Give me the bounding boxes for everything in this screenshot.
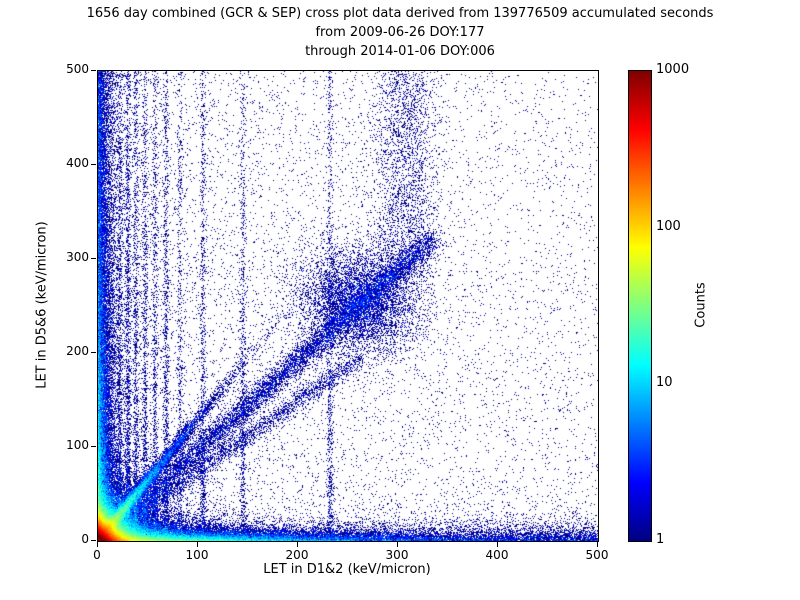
x-tick-label: 500 (585, 548, 609, 562)
x-tick-mark (197, 542, 198, 547)
x-tick-label: 0 (93, 548, 101, 562)
y-tick-mark (91, 70, 96, 71)
scatter-canvas (98, 71, 598, 541)
colorbar-tick-label: 1000 (656, 62, 690, 77)
x-tick-mark (497, 542, 498, 547)
title-line-2: from 2009-06-26 DOY:177 (315, 25, 485, 40)
chart-title: 1656 day combined (GCR & SEP) cross plot… (0, 4, 800, 61)
x-tick-label: 400 (485, 548, 509, 562)
x-tick-mark (597, 542, 598, 547)
x-tick-label: 100 (185, 548, 209, 562)
y-tick-mark (91, 540, 96, 541)
colorbar-tick-label: 10 (656, 375, 673, 391)
y-tick-mark (91, 352, 96, 353)
y-tick-mark (91, 164, 96, 165)
x-tick-label: 300 (385, 548, 409, 562)
colorbar-tick-label: 100 (656, 218, 681, 234)
y-tick-label: 300 (66, 250, 89, 264)
x-tick-mark (297, 542, 298, 547)
y-axis-label: LET in D5&6 (keV/micron) (34, 221, 50, 389)
y-tick-label: 400 (66, 156, 89, 170)
title-line-3: through 2014-01-06 DOY:006 (305, 44, 495, 59)
y-tick-mark (91, 258, 96, 259)
y-tick-label: 500 (66, 62, 89, 76)
y-tick-label: 0 (81, 532, 89, 546)
x-axis-label: LET in D1&2 (keV/micron) (263, 562, 431, 577)
plot-area (97, 70, 599, 542)
x-tick-label: 200 (285, 548, 309, 562)
colorbar (628, 70, 652, 542)
colorbar-tick-label: 1 (656, 532, 665, 547)
y-tick-label: 200 (66, 344, 89, 358)
x-tick-mark (97, 542, 98, 547)
y-tick-label: 100 (66, 438, 89, 452)
colorbar-label: Counts (693, 282, 709, 328)
title-line-1: 1656 day combined (GCR & SEP) cross plot… (86, 6, 714, 21)
y-tick-mark (91, 446, 96, 447)
x-tick-mark (397, 542, 398, 547)
